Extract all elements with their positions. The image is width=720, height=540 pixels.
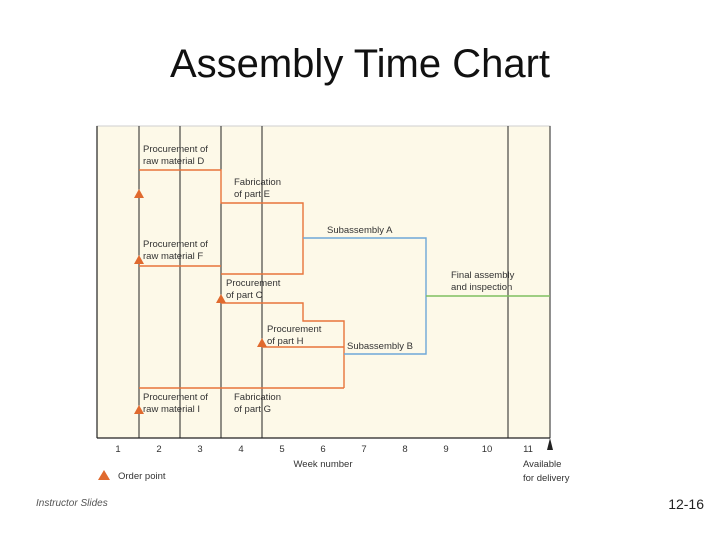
week-tick: 6 bbox=[320, 444, 325, 455]
label-fab-g-2: of part G bbox=[234, 404, 271, 415]
label-proc-h-2: of part H bbox=[267, 336, 304, 347]
label-proc-d-1: Procurement of bbox=[143, 144, 208, 155]
label-proc-d-2: raw material D bbox=[143, 156, 204, 167]
order-point-triangle bbox=[134, 255, 144, 264]
label-final-1: Final assembly bbox=[451, 270, 515, 281]
slide-number: 12-16 bbox=[668, 496, 704, 512]
legend-order-point-label: Order point bbox=[118, 471, 166, 482]
week-tick: 4 bbox=[238, 444, 243, 455]
label-proc-c-1: Procurement bbox=[226, 278, 281, 289]
label-proc-c-2: of part C bbox=[226, 290, 263, 301]
subassembly-paths bbox=[303, 237, 427, 355]
chart-panel bbox=[96, 125, 551, 439]
week-tick: 5 bbox=[279, 444, 284, 455]
axis-title: Week number bbox=[294, 459, 353, 470]
order-point-triangle bbox=[134, 189, 144, 198]
order-point-triangle bbox=[134, 405, 144, 414]
week-tick-labels: 1 2 3 4 5 6 7 8 9 10 11 bbox=[115, 444, 533, 455]
label-fab-e-1: Fabrication bbox=[234, 177, 281, 188]
label-fab-e-2: of part E bbox=[234, 189, 270, 200]
label-proc-f-2: raw material F bbox=[143, 251, 203, 262]
path-d-e bbox=[139, 169, 304, 275]
week-tick: 8 bbox=[402, 444, 407, 455]
available-label-2: for delivery bbox=[523, 473, 570, 484]
available-label-1: Available bbox=[523, 459, 561, 470]
order-point-triangle bbox=[257, 338, 267, 347]
path-c-h bbox=[221, 302, 345, 388]
week-tick: 2 bbox=[156, 444, 161, 455]
label-sub-b: Subassembly B bbox=[347, 341, 413, 352]
label-sub-a: Subassembly A bbox=[327, 225, 393, 236]
week-tick: 1 bbox=[115, 444, 120, 455]
label-proc-f-1: Procurement of bbox=[143, 239, 208, 250]
slide-title: Assembly Time Chart bbox=[169, 42, 551, 86]
label-final-2: and inspection bbox=[451, 282, 512, 293]
path-sub-b bbox=[344, 296, 427, 355]
week-tick: 3 bbox=[197, 444, 202, 455]
week-tick: 7 bbox=[361, 444, 366, 455]
legend-order-point-icon bbox=[98, 470, 110, 480]
label-proc-h-1: Procurement bbox=[267, 324, 322, 335]
week-tick: 9 bbox=[443, 444, 448, 455]
procurement-paths bbox=[139, 169, 345, 389]
label-proc-i-2: raw material I bbox=[143, 404, 200, 415]
label-proc-i-1: Procurement of bbox=[143, 392, 208, 403]
delivery-arrow-icon bbox=[547, 438, 553, 450]
week-tick: 10 bbox=[482, 444, 493, 455]
label-fab-g-1: Fabrication bbox=[234, 392, 281, 403]
order-point-triangle bbox=[216, 294, 226, 303]
order-points bbox=[134, 189, 267, 414]
footer-instructor-slides: Instructor Slides bbox=[36, 498, 108, 509]
week-tick: 11 bbox=[523, 444, 533, 455]
path-sub-a bbox=[303, 237, 427, 296]
